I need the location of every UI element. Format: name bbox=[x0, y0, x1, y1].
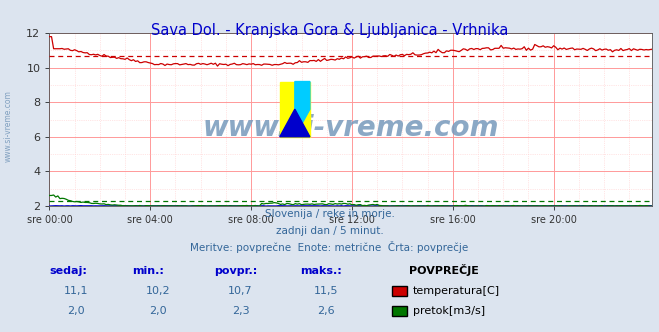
Text: Slovenija / reke in morje.: Slovenija / reke in morje. bbox=[264, 209, 395, 219]
Text: 11,5: 11,5 bbox=[314, 286, 339, 296]
Text: 11,1: 11,1 bbox=[63, 286, 88, 296]
Text: Meritve: povprečne  Enote: metrične  Črta: povprečje: Meritve: povprečne Enote: metrične Črta:… bbox=[190, 241, 469, 253]
Text: temperatura[C]: temperatura[C] bbox=[413, 286, 500, 296]
Text: pretok[m3/s]: pretok[m3/s] bbox=[413, 306, 485, 316]
Text: www.si-vreme.com: www.si-vreme.com bbox=[3, 90, 13, 162]
Text: povpr.:: povpr.: bbox=[214, 266, 258, 276]
Text: POVPREČJE: POVPREČJE bbox=[409, 264, 478, 276]
Bar bbox=[280, 82, 310, 137]
Text: min.:: min.: bbox=[132, 266, 163, 276]
Text: Sava Dol. - Kranjska Gora & Ljubljanica - Vrhnika: Sava Dol. - Kranjska Gora & Ljubljanica … bbox=[151, 23, 508, 38]
Text: 2,3: 2,3 bbox=[232, 306, 249, 316]
Text: 10,7: 10,7 bbox=[228, 286, 253, 296]
Text: maks.:: maks.: bbox=[300, 266, 341, 276]
Text: zadnji dan / 5 minut.: zadnji dan / 5 minut. bbox=[275, 226, 384, 236]
Text: 2,6: 2,6 bbox=[318, 306, 335, 316]
Text: www.si-vreme.com: www.si-vreme.com bbox=[203, 114, 499, 142]
Polygon shape bbox=[280, 109, 310, 137]
Text: 10,2: 10,2 bbox=[146, 286, 171, 296]
Text: 2,0: 2,0 bbox=[150, 306, 167, 316]
Polygon shape bbox=[295, 82, 310, 137]
Text: sedaj:: sedaj: bbox=[49, 266, 87, 276]
Text: 2,0: 2,0 bbox=[67, 306, 84, 316]
